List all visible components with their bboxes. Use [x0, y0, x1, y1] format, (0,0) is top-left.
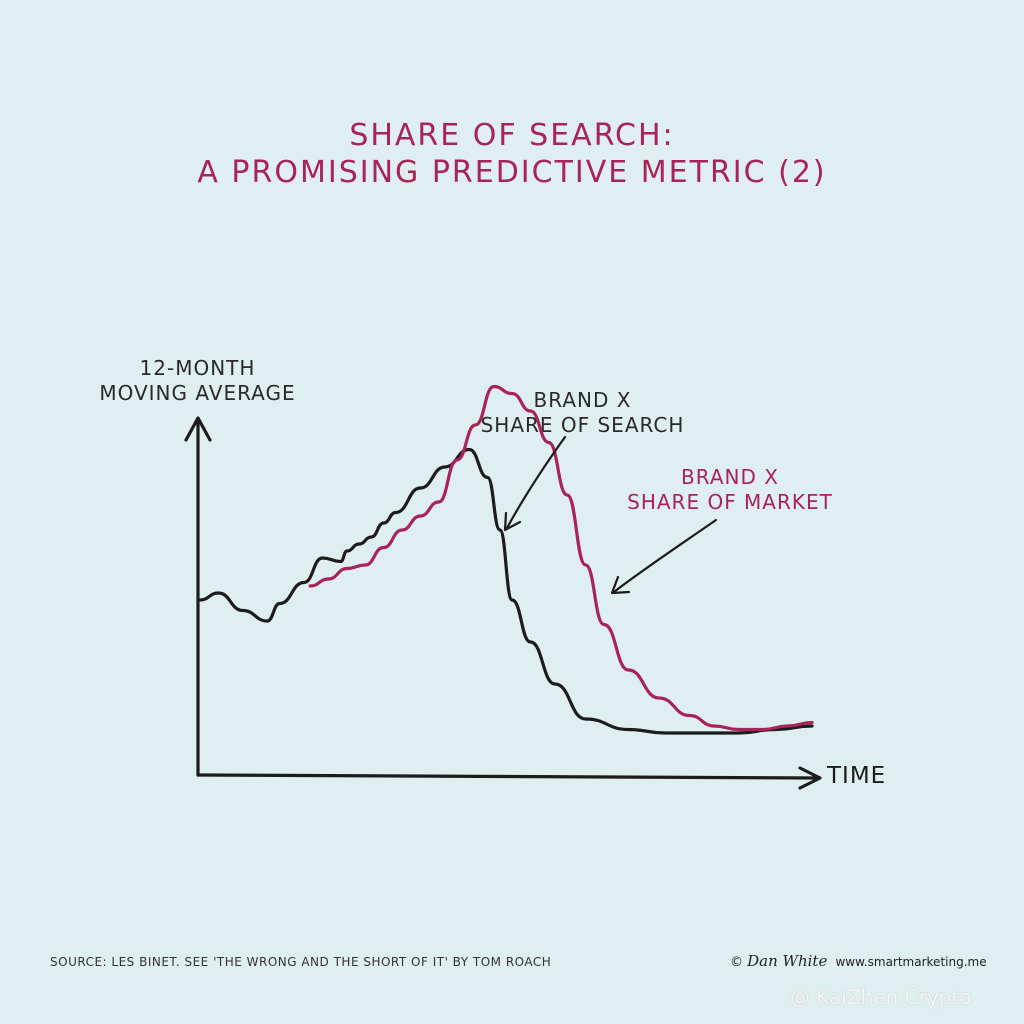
search-series-label-line-2: SHARE OF SEARCH	[480, 413, 685, 437]
search-series-label-line-1: BRAND X	[533, 388, 632, 412]
copyright-symbol: ©	[730, 955, 743, 970]
y-axis-label-line-1: 12-MONTH	[139, 356, 256, 380]
x-axis-label: TIME	[827, 763, 887, 789]
market-series-label: BRAND X SHARE OF MARKET	[615, 465, 845, 515]
market-pointer-arrowhead	[610, 575, 631, 595]
y-axis-label-line-2: MOVING AVERAGE	[99, 381, 296, 405]
search-pointer-arrowhead	[503, 511, 522, 532]
author-signature: Dan White	[747, 952, 828, 970]
market-pointer-arrow	[612, 518, 718, 594]
y-axis-label: 12-MONTH MOVING AVERAGE	[90, 356, 305, 406]
series-layer	[198, 384, 814, 735]
series-line-share-of-market	[308, 384, 814, 732]
watermark: @ KaiZhen Crypto	[790, 985, 972, 1009]
chart-title-line-2: A PROMISING PREDICTIVE METRIC (2)	[197, 155, 827, 190]
chart-title-line-1: SHARE OF SEARCH:	[349, 118, 675, 153]
axes	[184, 416, 822, 790]
annotation-arrows	[503, 435, 718, 595]
market-series-label-line-1: BRAND X	[681, 465, 779, 489]
y-axis-arrowhead	[184, 416, 212, 442]
x-axis-arrowhead	[798, 766, 822, 790]
search-series-label: BRAND X SHARE OF SEARCH	[470, 388, 695, 438]
series-line-share-of-search	[198, 447, 814, 735]
search-pointer-arrow	[505, 435, 567, 530]
author-credit: © Dan White www.smartmarketing.me	[730, 952, 987, 970]
x-axis-line	[196, 773, 820, 780]
author-url[interactable]: www.smartmarketing.me	[835, 955, 987, 969]
source-note: SOURCE: LES BINET. SEE 'THE WRONG AND TH…	[50, 955, 552, 969]
market-series-label-line-2: SHARE OF MARKET	[627, 490, 833, 514]
